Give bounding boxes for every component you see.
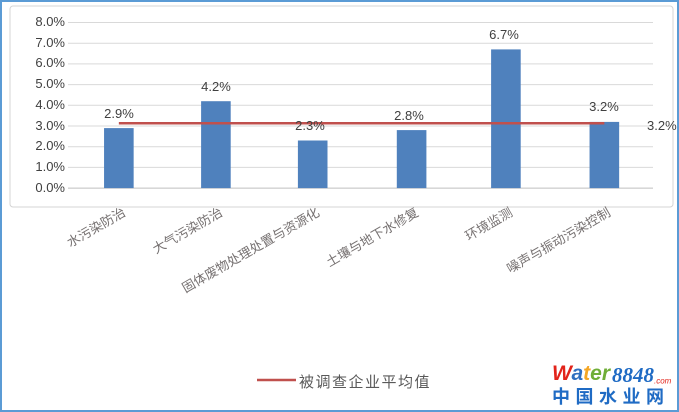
svg-text:中国水业网: 中国水业网 (552, 383, 670, 407)
svg-text:Water: Water (552, 363, 612, 385)
